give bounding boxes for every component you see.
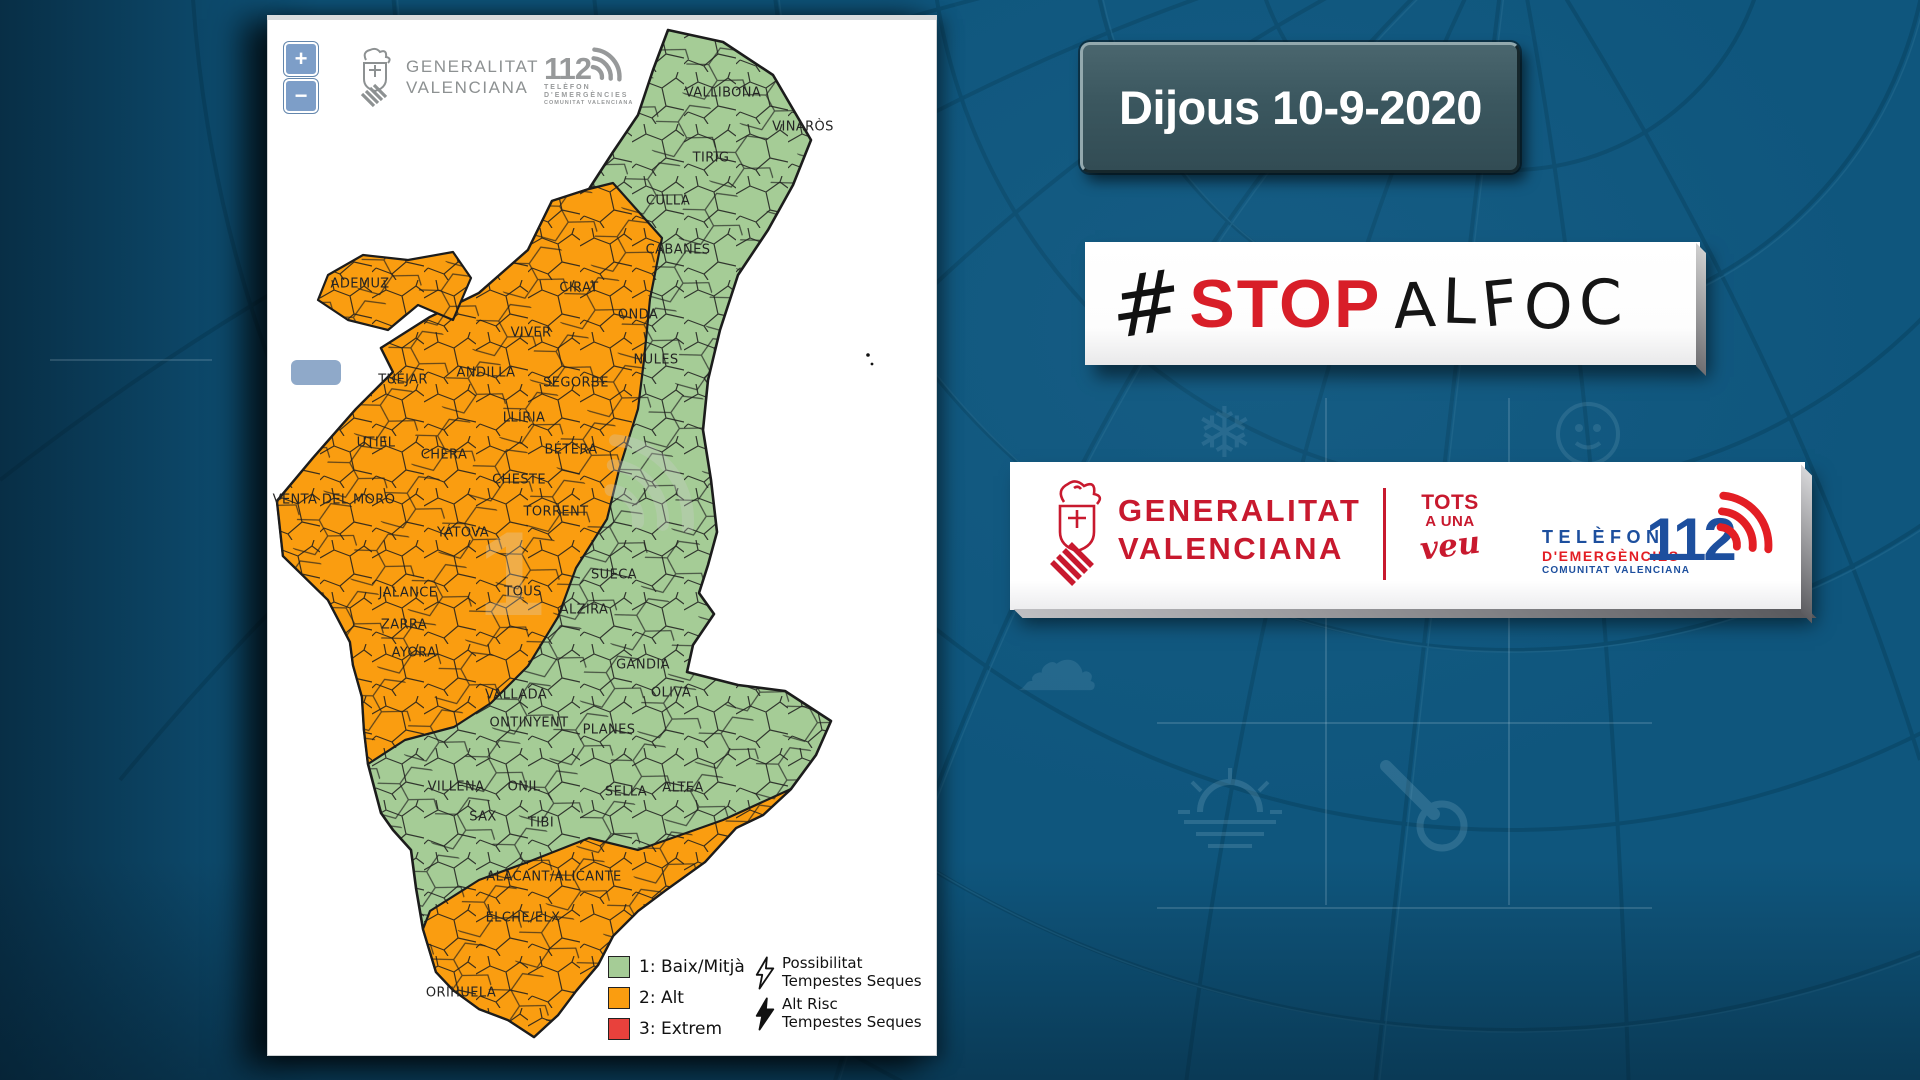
sunrise-fog-icon bbox=[1178, 768, 1282, 848]
legend-color-swatch bbox=[608, 956, 630, 978]
h112-caption3: COMUNITAT VALENCIANA bbox=[544, 100, 634, 106]
legend-risk-label: 1: Baix/Mitjà bbox=[639, 957, 745, 977]
legend-storm-label: Alt Risc Tempestes Seques bbox=[782, 995, 922, 1031]
alfoc-letter: A bbox=[1391, 267, 1438, 343]
legend-risk-label: 2: Alt bbox=[639, 988, 684, 1008]
zoom-out-button[interactable]: − bbox=[284, 79, 318, 113]
dry-storm-legend: Possibilitat Tempestes Seques Alt Risc Temp… bbox=[754, 954, 922, 1036]
comunitat-text: COMUNITAT VALENCIANA bbox=[1542, 565, 1691, 576]
risk-level-legend: 1: Baix/Mitjà 2: Alt 3: Extrem bbox=[608, 956, 745, 1049]
banner-generalitat: GENERALITAT bbox=[1118, 493, 1362, 528]
background-left-vignette bbox=[0, 0, 320, 1080]
h112-caption1: TELÈFON bbox=[544, 84, 591, 91]
h112-caption2: D'EMERGÈNCIES bbox=[544, 92, 629, 99]
gv-coat-of-arms bbox=[1050, 480, 1102, 586]
gv-logo-line2: VALENCIANA bbox=[406, 78, 529, 97]
legend-storm-label: Possibilitat Tempestes Seques bbox=[782, 954, 922, 990]
gv-112-banner: GENERALITAT VALENCIANA TOTS A UNA veu TE… bbox=[1010, 462, 1805, 610]
a-una-text: A UNA bbox=[1425, 513, 1475, 530]
legend-storm-item: Alt Risc Tempestes Seques bbox=[754, 995, 922, 1036]
cloud-icon: ☁ bbox=[1015, 612, 1099, 710]
snowflake-icon: ❄ bbox=[1195, 392, 1254, 474]
lightning-filled-icon bbox=[754, 997, 778, 1036]
alfoc-letter: O bbox=[1521, 268, 1575, 344]
date-text: Dijous 10-9-2020 bbox=[1119, 81, 1482, 134]
legend-color-swatch bbox=[608, 1018, 630, 1040]
alfoc-letter: F bbox=[1478, 264, 1522, 342]
hashtag-symbol: # bbox=[1108, 248, 1184, 359]
islet-dot bbox=[870, 362, 874, 366]
legend-color-swatch bbox=[608, 987, 630, 1009]
banner-radio-waves-icon bbox=[1716, 491, 1773, 554]
gv-shield-icon bbox=[360, 47, 391, 108]
legend-risk-label: 3: Extrem bbox=[639, 1019, 723, 1039]
bg-gridline bbox=[1508, 398, 1510, 905]
alfoc-letter: L bbox=[1440, 263, 1478, 339]
banner-112-number: 112 bbox=[1646, 506, 1737, 573]
legend-storm-item: Possibilitat Tempestes Seques bbox=[754, 954, 922, 995]
demergencies-text: D'EMERGÈNCIES bbox=[1542, 548, 1680, 564]
banner-divider bbox=[1383, 488, 1386, 580]
badge-icon bbox=[1556, 402, 1620, 466]
bg-gridline bbox=[50, 359, 212, 361]
banner-valenciana: VALENCIANA bbox=[1118, 531, 1344, 566]
telefon-112-logo-gray: 112 TELÈFON D'EMERGÈNCIES COMUNITAT VALE… bbox=[544, 47, 634, 107]
islet-dot bbox=[866, 353, 870, 357]
map-control-pill[interactable] bbox=[291, 360, 341, 385]
zoom-in-button[interactable]: + bbox=[284, 42, 318, 76]
bg-gridline bbox=[1325, 398, 1327, 905]
lightning-outline-icon bbox=[754, 956, 778, 995]
radio-waves-icon bbox=[590, 47, 622, 82]
alfoc-letter: C bbox=[1577, 264, 1624, 340]
valencia-region-map[interactable] bbox=[268, 20, 938, 1061]
gv-logo-line1: GENERALITAT bbox=[406, 57, 540, 76]
legend-risk-item: 2: Alt bbox=[608, 987, 745, 1009]
legend-risk-item: 1: Baix/Mitjà bbox=[608, 956, 745, 978]
veu-text: veu bbox=[1417, 524, 1483, 568]
tots-text: TOTS bbox=[1421, 491, 1479, 514]
stop-text: STOP bbox=[1189, 265, 1382, 342]
fire-risk-map-panel: + − GENERALITAT VALENCIANA 112 bbox=[267, 15, 937, 1056]
telefon-text: TELÈFON bbox=[1542, 527, 1665, 547]
legend-risk-item: 3: Extrem bbox=[608, 1018, 745, 1040]
date-badge: Dijous 10-9-2020 bbox=[1080, 42, 1520, 173]
bg-gridline bbox=[1157, 722, 1652, 724]
thermometer-icon bbox=[1380, 760, 1468, 852]
h112-number: 112 bbox=[544, 51, 592, 86]
generalitat-valenciana-logo-gray: GENERALITAT VALENCIANA bbox=[354, 46, 539, 108]
bg-gridline bbox=[1157, 907, 1652, 909]
